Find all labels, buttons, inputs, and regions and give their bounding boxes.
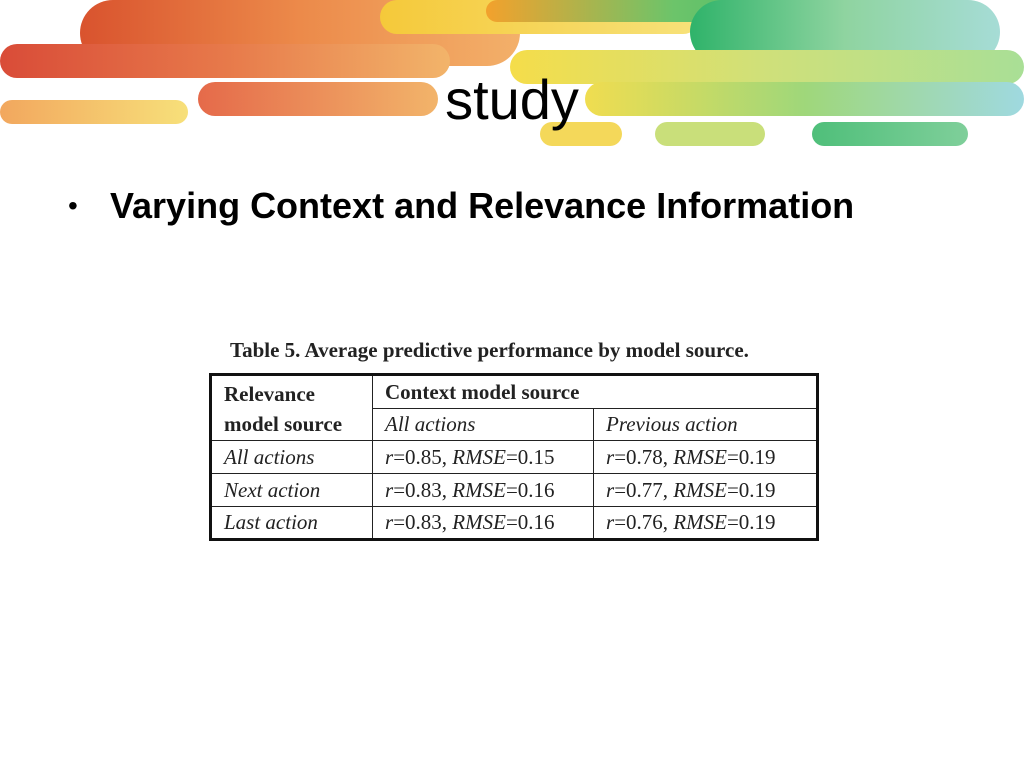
- table-cell: r=0.83, RMSE=0.16: [372, 506, 594, 540]
- banner-stripe: [0, 100, 188, 124]
- banner-stripe: [655, 122, 765, 146]
- bullet-item: • Varying Context and Relevance Informat…: [68, 182, 854, 230]
- table-row: Next action r=0.83, RMSE=0.16 r=0.77, RM…: [210, 473, 819, 507]
- bullet-dot-icon: •: [68, 190, 78, 221]
- table-row: Last action r=0.83, RMSE=0.16 r=0.76, RM…: [210, 506, 819, 540]
- rmse-value: 0.15: [517, 444, 555, 469]
- rmse-value: 0.19: [738, 510, 776, 534]
- r-value: 0.76: [626, 510, 663, 534]
- banner-stripe: [510, 50, 1024, 84]
- rmse-value: 0.19: [738, 477, 776, 502]
- context-model-header: Context model source: [371, 374, 819, 409]
- slide-title: study: [445, 68, 579, 131]
- table-cell: r=0.78, RMSE=0.19: [592, 440, 819, 474]
- corner-header: Relevance model source: [210, 374, 373, 441]
- r-value: 0.78: [626, 444, 663, 469]
- row-label: All actions: [210, 440, 373, 474]
- table-caption: Table 5. Average predictive performance …: [230, 338, 749, 362]
- r-value: 0.77: [626, 477, 663, 502]
- r-value: 0.83: [405, 477, 442, 502]
- table-subheader-row: All actions Previous action: [211, 408, 819, 441]
- table-header-row: Relevance model source Context model sou…: [210, 374, 819, 441]
- column-header: Previous action: [592, 408, 819, 441]
- rmse-value: 0.19: [738, 444, 776, 469]
- results-table: Relevance model source Context model sou…: [209, 373, 820, 541]
- banner-stripe: [812, 122, 968, 146]
- table-cell: r=0.77, RMSE=0.19: [592, 473, 819, 507]
- banner-stripe: [198, 82, 438, 116]
- r-value: 0.83: [405, 510, 442, 534]
- corner-header-line1: Relevance: [224, 382, 315, 406]
- table-cell: r=0.83, RMSE=0.16: [372, 473, 594, 507]
- row-label: Last action: [210, 506, 373, 540]
- column-header: All actions: [372, 408, 594, 441]
- banner-stripe: [0, 44, 450, 78]
- row-label: Next action: [210, 473, 373, 507]
- table-row: All actions r=0.85, RMSE=0.15 r=0.78, RM…: [210, 440, 819, 474]
- rmse-value: 0.16: [517, 477, 555, 502]
- rmse-value: 0.16: [517, 510, 555, 534]
- bullet-text: Varying Context and Relevance Informatio…: [110, 185, 855, 226]
- decorative-banner: [0, 0, 1024, 160]
- r-value: 0.85: [405, 444, 442, 469]
- table-cell: r=0.85, RMSE=0.15: [372, 440, 594, 474]
- corner-header-line2: model source: [224, 412, 343, 436]
- table-cell: r=0.76, RMSE=0.19: [592, 506, 819, 540]
- banner-stripe: [540, 122, 622, 146]
- banner-stripe: [585, 82, 1024, 116]
